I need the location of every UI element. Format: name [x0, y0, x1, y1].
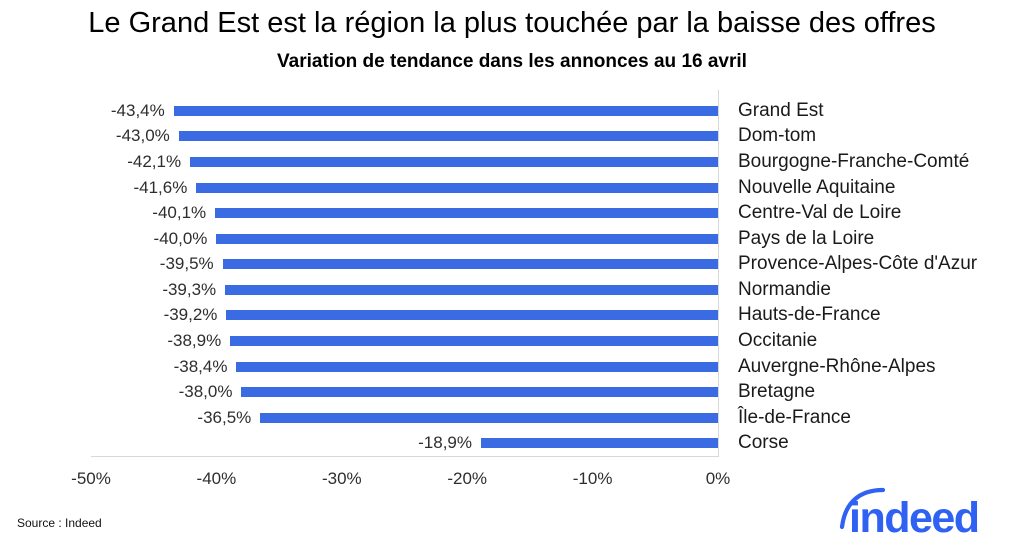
- bar: [190, 156, 718, 167]
- chart-rows: -43,4% Grand Est -43,0% Dom-tom -42,1% Bourgo…: [91, 98, 977, 457]
- bar-category-label: Nouvelle Aquitaine: [738, 176, 896, 198]
- bar: [481, 438, 718, 449]
- page-title: Le Grand Est est la région la plus touch…: [88, 7, 936, 39]
- bar: [222, 259, 718, 270]
- bar-value-label: -42,1%: [127, 151, 182, 171]
- chart-row: -40,1% Centre-Val de Loire: [91, 200, 901, 226]
- chart-row: -39,3% Normandie: [91, 277, 831, 303]
- bar-value-label: -36,5%: [197, 407, 252, 427]
- bar-category-label: Dom-tom: [738, 125, 817, 147]
- x-axis: -50% -40% -30% -20% -10% 0%: [71, 456, 730, 498]
- chart-row: -38,4% Auvergne-Rhône-Alpes: [91, 354, 936, 380]
- bar-category-label: Grand Est: [738, 99, 824, 121]
- bar-value-label: -40,0%: [153, 228, 208, 248]
- chart-row: -39,2% Hauts-de-France: [91, 303, 881, 329]
- bar-category-label: Auvergne-Rhône-Alpes: [738, 355, 936, 377]
- bar: [216, 233, 718, 244]
- bar: [230, 335, 718, 346]
- bar-category-label: Normandie: [738, 278, 831, 300]
- bar: [241, 387, 718, 398]
- bar-category-label: Occitanie: [738, 329, 818, 351]
- bar: [215, 208, 718, 219]
- x-axis-tick-label: -30%: [321, 469, 362, 488]
- chart-subtitle: Variation de tendance dans les annonces …: [277, 51, 747, 72]
- bar: [226, 310, 718, 321]
- indeed-logo-svg: indeed: [839, 487, 980, 542]
- indeed-logo-arc-icon: [839, 487, 886, 530]
- bar-value-label: -43,4%: [110, 100, 165, 120]
- bar-category-label: Provence-Alpes-Côte d'Azur: [738, 253, 978, 275]
- bar: [196, 182, 718, 193]
- bar-value-label: -39,5%: [159, 254, 214, 274]
- bar-category-label: Pays de la Loire: [738, 227, 875, 249]
- indeed-logo: indeed: [834, 482, 1006, 546]
- bar-category-label: Corse: [738, 432, 789, 454]
- chart-row: -18,9% Corse: [91, 431, 789, 457]
- chart-row: -39,5% Provence-Alpes-Côte d'Azur: [91, 251, 977, 277]
- bar: [173, 105, 718, 116]
- bar-value-label: -38,0%: [178, 382, 233, 402]
- x-axis-tick-label: -10%: [572, 469, 613, 488]
- chart-row: -40,0% Pays de la Loire: [91, 226, 875, 252]
- x-axis-tick-label: -50%: [71, 469, 111, 488]
- bar-value-label: -39,2%: [163, 305, 218, 325]
- bar-value-label: -43,0%: [115, 126, 170, 146]
- bar-category-label: Bretagne: [738, 381, 816, 403]
- bar: [236, 361, 718, 372]
- chart-row: -43,0% Dom-tom: [91, 124, 816, 150]
- chart-row: -38,9% Occitanie: [91, 328, 817, 354]
- bar: [178, 131, 718, 142]
- chart-row: -43,4% Grand Est: [91, 98, 824, 124]
- chart-row: -41,6% Nouvelle Aquitaine: [91, 175, 895, 201]
- x-axis-tick-label: 0%: [705, 469, 731, 488]
- bar-value-label: -18,9%: [418, 433, 472, 453]
- plot-area: -43,4% Grand Est -43,0% Dom-tom -42,1% Bourgo…: [91, 90, 977, 457]
- bar-value-label: -39,3%: [162, 279, 217, 299]
- bar-value-label: -38,9%: [167, 330, 222, 350]
- indeed-logo-text: indeed: [849, 494, 979, 542]
- chart-row: -42,1% Bourgogne-Franche-Comté: [91, 149, 969, 175]
- bar-category-label: Hauts-de-France: [738, 304, 881, 326]
- x-axis-tick-label: -20%: [447, 469, 488, 488]
- bar: [260, 412, 718, 423]
- bar-category-label: Centre-Val de Loire: [738, 202, 902, 224]
- bar-value-label: -40,1%: [152, 203, 207, 223]
- source-note: Source : Indeed: [17, 516, 102, 530]
- bar-value-label: -41,6%: [133, 177, 188, 197]
- bar: [225, 284, 718, 295]
- bar-value-label: -38,4%: [173, 356, 228, 376]
- x-axis-tick-label: -40%: [196, 469, 237, 488]
- bar-category-label: Île-de-France: [738, 406, 851, 428]
- chart-row: -38,0% Bretagne: [91, 379, 816, 405]
- bar-category-label: Bourgogne-Franche-Comté: [738, 150, 970, 172]
- chart-row: -36,5% Île-de-France: [91, 405, 851, 431]
